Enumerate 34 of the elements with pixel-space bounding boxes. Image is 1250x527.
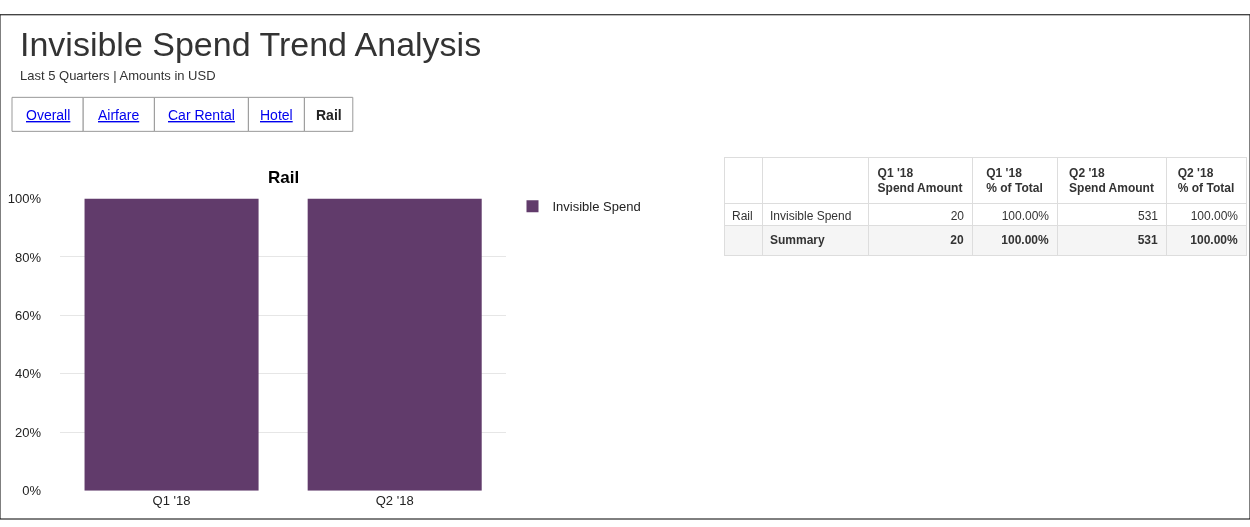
text: Last 5 Quarters | Amounts in USD [20,68,216,83]
y-tick-label: 0% [22,483,42,499]
data-label: 100.00% [1190,209,1239,224]
y-tick-label: 60% [14,307,42,323]
text: Rail [732,209,753,224]
text: 100.00% [1190,233,1238,248]
text: Spend Amount [877,181,963,196]
text: Hotel [260,107,293,123]
text: % of Total [986,181,1043,196]
category-label: Q2 '18 [1069,165,1105,180]
y-tick-label: 20% [14,424,42,440]
data-label: 20 [950,209,965,224]
text: Summary [770,233,826,248]
text: 20 [950,233,964,248]
text: Airfare [98,107,140,123]
category-label: Q1 '18 [986,165,1022,180]
category-label: Q2 '18 [1177,165,1214,180]
text: Invisible Spend [770,209,852,224]
text: 100.00% [1001,233,1049,248]
y-tick-label: 100% [7,191,42,207]
y-tick-label: 80% [14,249,42,265]
legend-label: Invisible Spend [552,199,641,215]
chart-title: Rail [268,168,300,187]
text: Spend Amount [1069,181,1154,196]
text: 531 [1137,233,1158,248]
category-label: Q1 '18 [877,165,914,180]
data-label: 100.00% [1001,209,1050,224]
text: Overall [26,107,71,123]
series-label: % of Total [1177,181,1235,196]
data-label: 531 [1137,209,1159,224]
y-tick-label: 40% [14,366,42,382]
text: Car Rental [168,107,235,123]
text: Invisible Spend Trend Analysis [20,25,482,63]
text: Rail [316,107,342,123]
